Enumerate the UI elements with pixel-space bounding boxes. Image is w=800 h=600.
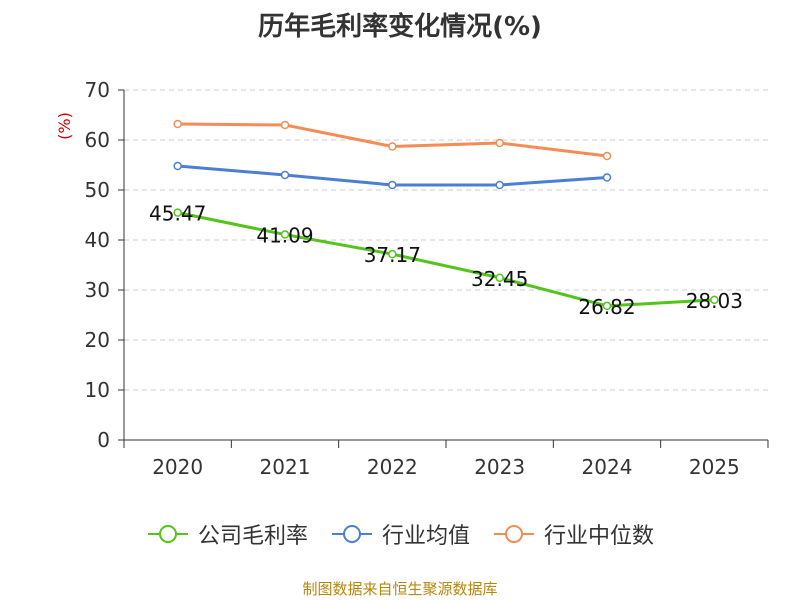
data-label: 45.47 xyxy=(149,202,206,226)
y-axis-label: (%) xyxy=(55,112,74,140)
y-tick-label: 60 xyxy=(85,128,110,152)
data-point-2 xyxy=(495,138,504,148)
data-point-0 xyxy=(388,249,397,259)
legend-label-industry-mean: 行业均值 xyxy=(381,524,470,549)
chart-title: 历年毛利率变化情况(%) xyxy=(258,12,542,42)
x-tick-label: 2020 xyxy=(152,455,203,479)
legend: 公司毛利率 行业均值 行业中位数 xyxy=(0,518,800,550)
data-label: 37.17 xyxy=(364,243,421,267)
y-tick-label: 0 xyxy=(97,428,110,452)
x-tick-label: 2024 xyxy=(582,455,633,479)
source-note: 制图数据来自恒生聚源数据库 xyxy=(302,580,498,598)
legend-item-company[interactable]: 公司毛利率 xyxy=(146,518,308,550)
x-tick-label: 2025 xyxy=(689,455,740,479)
data-point-2 xyxy=(280,120,290,130)
data-label: 26.82 xyxy=(578,295,635,319)
legend-item-industry-median[interactable]: 行业中位数 xyxy=(492,518,654,550)
data-point-2 xyxy=(388,142,397,151)
y-tick-label: 20 xyxy=(85,328,110,352)
y-tick-label: 30 xyxy=(85,278,110,302)
y-tick-label: 50 xyxy=(85,178,110,202)
data-label: 28.03 xyxy=(686,289,743,313)
legend-item-industry-mean[interactable]: 行业均值 xyxy=(330,518,470,550)
x-tick-label: 2021 xyxy=(260,455,311,479)
data-point-0 xyxy=(602,301,612,311)
data-point-0 xyxy=(495,273,504,282)
data-point-2 xyxy=(602,151,612,161)
series-line-0 xyxy=(177,211,715,308)
data-label: 32.45 xyxy=(471,267,528,291)
data-point-1 xyxy=(173,161,182,171)
y-tick-label: 10 xyxy=(85,378,110,402)
legend-label-industry-median: 行业中位数 xyxy=(544,524,655,549)
y-tick-label: 40 xyxy=(85,228,110,252)
legend-label-company: 公司毛利率 xyxy=(197,524,308,549)
legend-swatch-industry-median xyxy=(494,525,534,543)
data-point-2 xyxy=(173,119,182,129)
legend-swatch-industry-mean xyxy=(331,525,372,543)
data-point-1 xyxy=(495,180,504,190)
x-tick-label: 2022 xyxy=(367,455,418,479)
data-point-0 xyxy=(710,295,719,305)
x-tick-label: 2023 xyxy=(474,455,525,479)
data-point-0 xyxy=(280,230,290,239)
data-point-0 xyxy=(173,208,182,217)
data-point-1 xyxy=(280,170,290,180)
data-point-1 xyxy=(602,173,612,182)
data-label: 41.09 xyxy=(256,224,313,248)
legend-swatch-company xyxy=(147,525,188,543)
y-tick-label: 70 xyxy=(85,78,110,102)
data-point-1 xyxy=(388,180,397,190)
